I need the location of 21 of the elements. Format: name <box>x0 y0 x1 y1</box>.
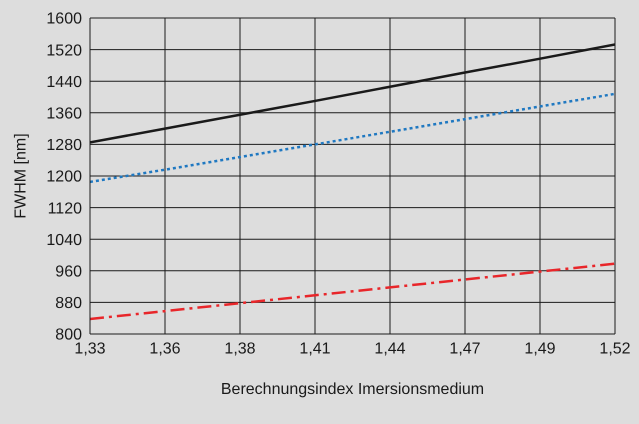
y-tick-label: 1440 <box>46 74 82 91</box>
x-axis-title: Berechnungsindex Imersionsmedium <box>220 381 484 398</box>
y-tick-label: 960 <box>55 263 82 280</box>
x-tick-label: 1,44 <box>374 340 406 358</box>
line-series <box>90 262 615 320</box>
y-tick-label: 1360 <box>46 105 82 122</box>
y-tick-label: 1120 <box>48 200 82 218</box>
y-tick-label: 1040 <box>46 232 82 249</box>
y-tick-label: 880 <box>55 295 82 312</box>
y-tick-label: 1520 <box>46 42 82 60</box>
y-axis-title: FWHM [nm] <box>12 133 30 219</box>
x-tick-label: 1,52 <box>599 340 631 358</box>
x-tick-label: 1,36 <box>149 340 181 358</box>
x-tick-label: 1,47 <box>449 340 481 358</box>
y-tick-label: 1280 <box>46 137 82 154</box>
x-tick-label: 1,41 <box>299 340 331 358</box>
y-tick-label: 1600 <box>46 10 82 28</box>
x-tick-label: 1,49 <box>524 340 556 358</box>
x-tick-label: 1,38 <box>224 340 256 358</box>
y-tick-label: 1200 <box>46 168 82 186</box>
line-series <box>90 92 615 184</box>
